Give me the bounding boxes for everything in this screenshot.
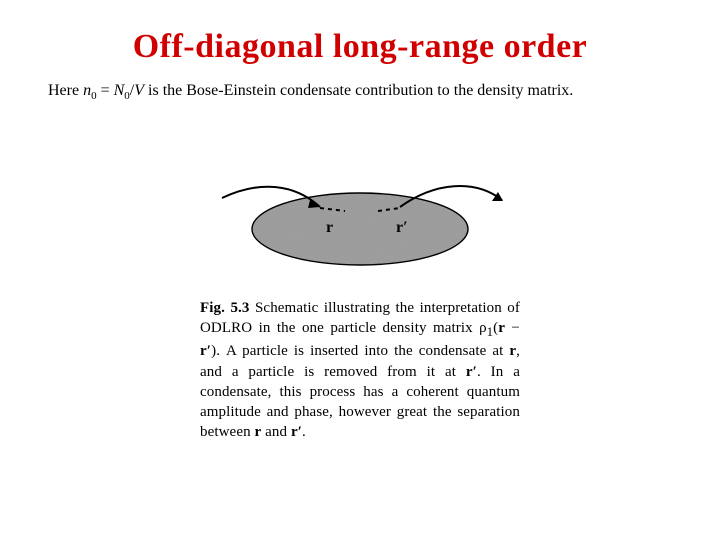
label-r-prime: r′	[396, 219, 408, 236]
intro-prefix: Here	[48, 82, 83, 99]
intro-suffix: is the Bose-Einstein condensate contribu…	[144, 82, 573, 99]
eq: =	[97, 82, 114, 99]
r1: r	[498, 320, 505, 336]
cap-p2: . A particle is inserted into the conden…	[216, 343, 509, 359]
var-N: N	[114, 82, 125, 99]
label-r: r	[326, 219, 333, 236]
minus: −	[505, 320, 520, 336]
rho: ρ	[479, 320, 487, 336]
odlro-diagram: r r′	[210, 164, 510, 284]
period: .	[302, 424, 306, 440]
r2: r′	[200, 343, 211, 359]
fig-number: Fig. 5.3	[200, 300, 250, 316]
r4: r′	[466, 364, 477, 380]
slide: Off-diagonal long-range order Here n0 = …	[0, 0, 720, 540]
figure: r r′ Fig. 5.3 Schematic illustrating the…	[200, 164, 520, 442]
var-n: n	[83, 82, 91, 99]
r6: r′	[291, 424, 302, 440]
page-title: Off-diagonal long-range order	[44, 28, 676, 66]
intro-text: Here n0 = N0/V is the Bose-Einstein cond…	[48, 82, 676, 102]
var-V: V	[134, 82, 144, 99]
figure-caption: Fig. 5.3 Schematic illustrating the inte…	[200, 298, 520, 442]
and: and	[261, 424, 291, 440]
